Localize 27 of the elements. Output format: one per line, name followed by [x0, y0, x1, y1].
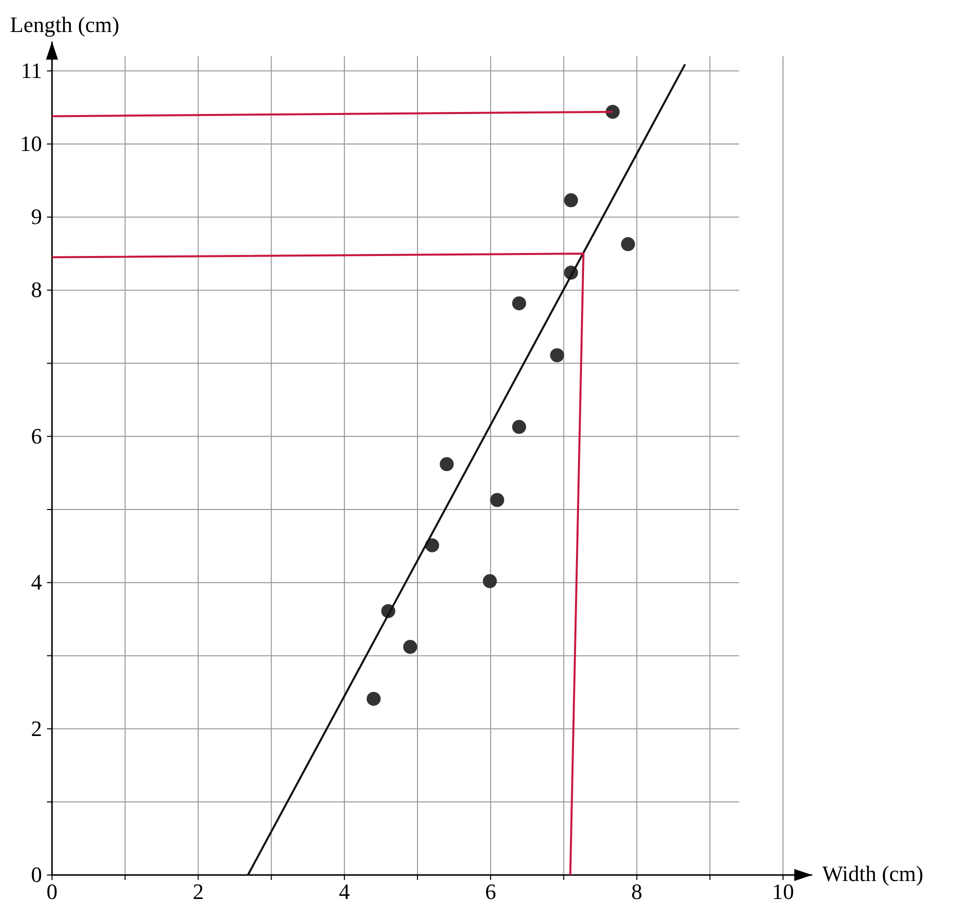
y-tick-label: 0	[31, 862, 42, 887]
y-axis-title: Length (cm)	[10, 12, 120, 37]
x-tick-label: 0	[46, 879, 58, 904]
point	[512, 420, 526, 434]
point	[621, 237, 636, 252]
point	[403, 640, 418, 654]
y-tick-label: 9	[31, 204, 42, 230]
x-tick-label: 4	[338, 879, 350, 904]
y-tick-label: 8	[31, 277, 42, 302]
point	[564, 193, 578, 208]
x-axis-title: Width (cm)	[822, 861, 924, 886]
y-tick-label: 11	[20, 58, 42, 83]
y-tick-label: 2	[31, 716, 42, 741]
point	[490, 492, 504, 507]
y-tick-label: 10	[20, 131, 42, 156]
point	[512, 296, 526, 310]
x-tick-label: 10	[772, 879, 794, 904]
point	[606, 104, 620, 119]
x-tick-label: 8	[631, 879, 642, 904]
y-tick-label: 4	[31, 570, 42, 595]
point	[482, 574, 497, 588]
point	[366, 692, 381, 706]
x-tick-label: 2	[192, 879, 204, 904]
y-tick-label: 6	[31, 423, 42, 448]
x-tick-label: 6	[485, 879, 496, 904]
point	[550, 348, 564, 362]
point	[440, 457, 454, 472]
